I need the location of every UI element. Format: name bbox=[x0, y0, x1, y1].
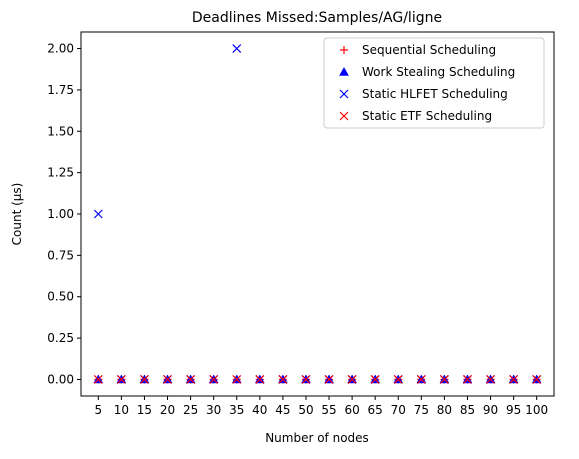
x-tick-label: 80 bbox=[437, 403, 452, 417]
legend-marker bbox=[339, 66, 349, 76]
data-point bbox=[278, 375, 288, 384]
data-markers bbox=[93, 44, 542, 384]
legend-label: Static HLFET Scheduling bbox=[362, 87, 508, 101]
y-tick-label: 0.50 bbox=[47, 290, 74, 304]
legend-marker bbox=[340, 46, 348, 54]
y-axis: 0.00 0.25 0.50 0.75 1.00 1.25 1.50 1.75 2.00 bbox=[47, 42, 81, 386]
y-tick-label: 1.25 bbox=[47, 166, 74, 180]
x-tick-label: 95 bbox=[506, 403, 521, 417]
data-point bbox=[324, 375, 334, 384]
legend-item: Work Stealing Scheduling bbox=[339, 65, 515, 79]
series-3 bbox=[93, 375, 542, 384]
legend-label: Sequential Scheduling bbox=[362, 43, 496, 57]
y-tick-label: 0.00 bbox=[47, 372, 74, 386]
data-point bbox=[393, 375, 403, 384]
data-point bbox=[140, 375, 149, 384]
data-point bbox=[439, 375, 449, 384]
legend-marker bbox=[339, 111, 349, 121]
data-point bbox=[463, 375, 472, 384]
chart-title: Deadlines Missed:Samples/AG/ligne bbox=[192, 10, 442, 26]
series-1 bbox=[93, 374, 542, 384]
data-point bbox=[301, 375, 311, 384]
x-tick-label: 35 bbox=[229, 403, 244, 417]
x-tick-label: 50 bbox=[298, 403, 313, 417]
x-tick-label: 15 bbox=[137, 403, 152, 417]
x-tick-label: 45 bbox=[275, 403, 290, 417]
x-tick-label: 55 bbox=[321, 403, 336, 417]
data-point bbox=[116, 375, 126, 384]
x-tick-label: 20 bbox=[160, 403, 175, 417]
x-tick-label: 60 bbox=[344, 403, 359, 417]
data-point bbox=[163, 375, 172, 384]
legend-item: Sequential Scheduling bbox=[340, 43, 496, 57]
y-tick-label: 1.00 bbox=[47, 207, 74, 221]
series-0 bbox=[94, 375, 541, 384]
legend-label: Static ETF Scheduling bbox=[362, 109, 492, 123]
x-tick-label: 10 bbox=[114, 403, 129, 417]
y-tick-label: 0.25 bbox=[47, 331, 74, 345]
x-tick-label: 65 bbox=[368, 403, 383, 417]
y-tick-label: 0.75 bbox=[47, 248, 74, 262]
y-tick-label: 1.75 bbox=[47, 83, 74, 97]
data-point bbox=[509, 375, 519, 384]
data-point bbox=[209, 375, 219, 384]
legend-box bbox=[323, 37, 545, 129]
data-point bbox=[186, 375, 196, 384]
x-tick-label: 100 bbox=[525, 403, 548, 417]
data-point bbox=[347, 375, 357, 384]
legend-label: Work Stealing Scheduling bbox=[362, 65, 515, 79]
x-tick-label: 40 bbox=[252, 403, 267, 417]
y-axis-label: Count (µs) bbox=[10, 183, 24, 246]
x-tick-label: 85 bbox=[460, 403, 475, 417]
data-point bbox=[370, 375, 380, 384]
data-point bbox=[255, 375, 265, 384]
data-point bbox=[416, 375, 426, 384]
x-axis-label: Number of nodes bbox=[265, 431, 369, 445]
legend-marker bbox=[339, 89, 349, 99]
data-point bbox=[532, 375, 542, 384]
legend-item: Static ETF Scheduling bbox=[339, 109, 492, 123]
x-tick-label: 25 bbox=[183, 403, 198, 417]
y-tick-label: 2.00 bbox=[47, 42, 74, 56]
x-tick-label: 70 bbox=[391, 403, 406, 417]
x-tick-label: 5 bbox=[94, 403, 102, 417]
data-point bbox=[486, 375, 495, 384]
x-tick-label: 30 bbox=[206, 403, 221, 417]
x-axis: 5 10 15 20 25 30 35 40 45 50 55 60 65 70 75 80 85 90 95 100 bbox=[94, 396, 548, 417]
data-point bbox=[93, 209, 103, 219]
data-point bbox=[232, 44, 242, 53]
x-tick-label: 75 bbox=[414, 403, 429, 417]
legend-item: Static HLFET Scheduling bbox=[339, 87, 508, 101]
data-point bbox=[93, 375, 103, 384]
y-tick-label: 1.50 bbox=[47, 124, 74, 138]
data-point bbox=[232, 375, 242, 384]
plot-frame bbox=[80, 31, 555, 397]
legend: Sequential Scheduling Work Stealing Sched… bbox=[323, 37, 545, 129]
x-tick-label: 90 bbox=[483, 403, 498, 417]
